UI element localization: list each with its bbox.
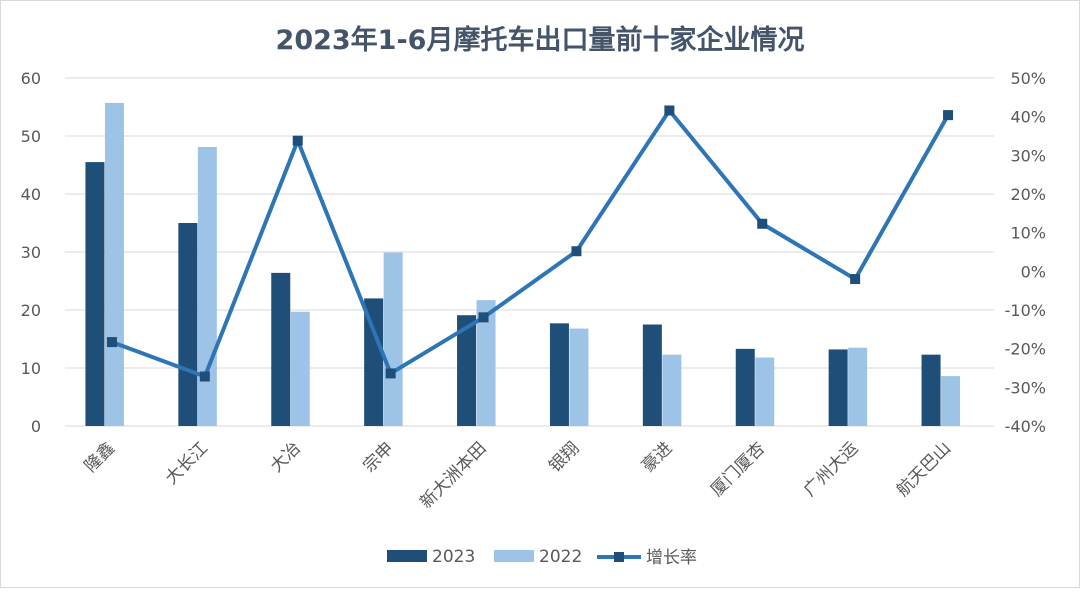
bar-2023	[364, 298, 384, 426]
bars	[85, 102, 961, 426]
chart-title: 2023年1-6月摩托车出口量前十家企业情况	[276, 24, 805, 56]
growth-line	[106, 105, 954, 382]
bar-2022	[383, 252, 403, 426]
left-tick-label: 30	[21, 243, 41, 262]
legend-marker-growth	[614, 552, 624, 562]
legend-label-2022: 2022	[539, 547, 582, 567]
growth-point	[943, 110, 954, 121]
gridlines	[65, 77, 994, 427]
bar-2023	[642, 324, 662, 426]
right-tick-label: 0%	[1021, 262, 1046, 281]
left-axis: 0 10 20 30 40 50 60	[21, 69, 41, 436]
legend-swatch-2023	[387, 550, 427, 562]
right-tick-label: 10%	[1010, 224, 1046, 243]
category-label: 厦门厦杏	[707, 438, 769, 500]
legend-swatch-2022	[494, 550, 534, 562]
bar-2022	[848, 347, 868, 426]
bar-2022	[755, 357, 775, 426]
right-tick-label: -30%	[1005, 378, 1046, 397]
bar-2023	[271, 272, 291, 426]
right-tick-label: 50%	[1010, 69, 1046, 88]
bar-2023	[828, 349, 848, 426]
category-label: 宗申	[360, 438, 398, 476]
growth-point	[664, 105, 675, 116]
right-tick-label: 40%	[1010, 108, 1046, 127]
bar-2022	[941, 376, 961, 426]
bar-2022	[104, 102, 124, 426]
growth-point	[571, 246, 582, 257]
bar-2022	[662, 354, 682, 426]
legend: 2023 2022 增长率	[387, 547, 697, 568]
left-tick-label: 50	[21, 127, 41, 146]
bar-2023	[457, 315, 477, 426]
category-label: 航天巴山	[893, 438, 955, 500]
bar-2023	[549, 323, 569, 426]
right-tick-label: -10%	[1005, 301, 1046, 320]
category-label: 隆鑫	[81, 438, 119, 476]
right-tick-label: -20%	[1005, 340, 1046, 359]
right-tick-label: -40%	[1005, 417, 1046, 436]
right-tick-label: 30%	[1010, 146, 1046, 165]
category-labels: 隆鑫 大长江 大冶 宗申 新大洲本田 银翔 豪进 厦门厦杏 广州大运 航天巴山	[81, 438, 955, 513]
bar-2022	[476, 300, 496, 426]
growth-point	[199, 371, 210, 382]
category-label: 大长江	[162, 438, 212, 488]
left-tick-label: 0	[31, 417, 41, 436]
bar-2023	[735, 348, 755, 426]
bar-2022	[290, 311, 310, 426]
category-label: 银翔	[545, 438, 583, 476]
bar-2022	[197, 147, 217, 426]
bar-2023	[85, 162, 105, 426]
legend-label-2023: 2023	[432, 547, 475, 567]
category-label: 广州大运	[800, 438, 862, 500]
growth-point	[850, 274, 861, 285]
legend-label-growth: 增长率	[646, 548, 697, 568]
category-label: 大冶	[267, 438, 305, 476]
left-tick-label: 60	[21, 69, 41, 88]
right-tick-label: 20%	[1010, 185, 1046, 204]
growth-line-path	[111, 108, 950, 379]
growth-point	[757, 218, 768, 229]
left-tick-label: 40	[21, 185, 41, 204]
category-label: 豪进	[637, 438, 676, 477]
right-axis: -40% -30% -20% -10% 0% 10% 20% 30% 40% 50%	[1005, 69, 1046, 436]
growth-point	[478, 312, 489, 323]
bar-2023	[178, 223, 198, 426]
left-tick-label: 10	[21, 359, 41, 378]
left-tick-label: 20	[21, 301, 41, 320]
growth-point	[292, 135, 303, 146]
bar-2022	[569, 328, 589, 426]
bar-2023	[921, 354, 941, 426]
growth-point	[385, 368, 396, 379]
growth-point	[106, 337, 117, 348]
category-label: 新大洲本田	[416, 438, 490, 512]
